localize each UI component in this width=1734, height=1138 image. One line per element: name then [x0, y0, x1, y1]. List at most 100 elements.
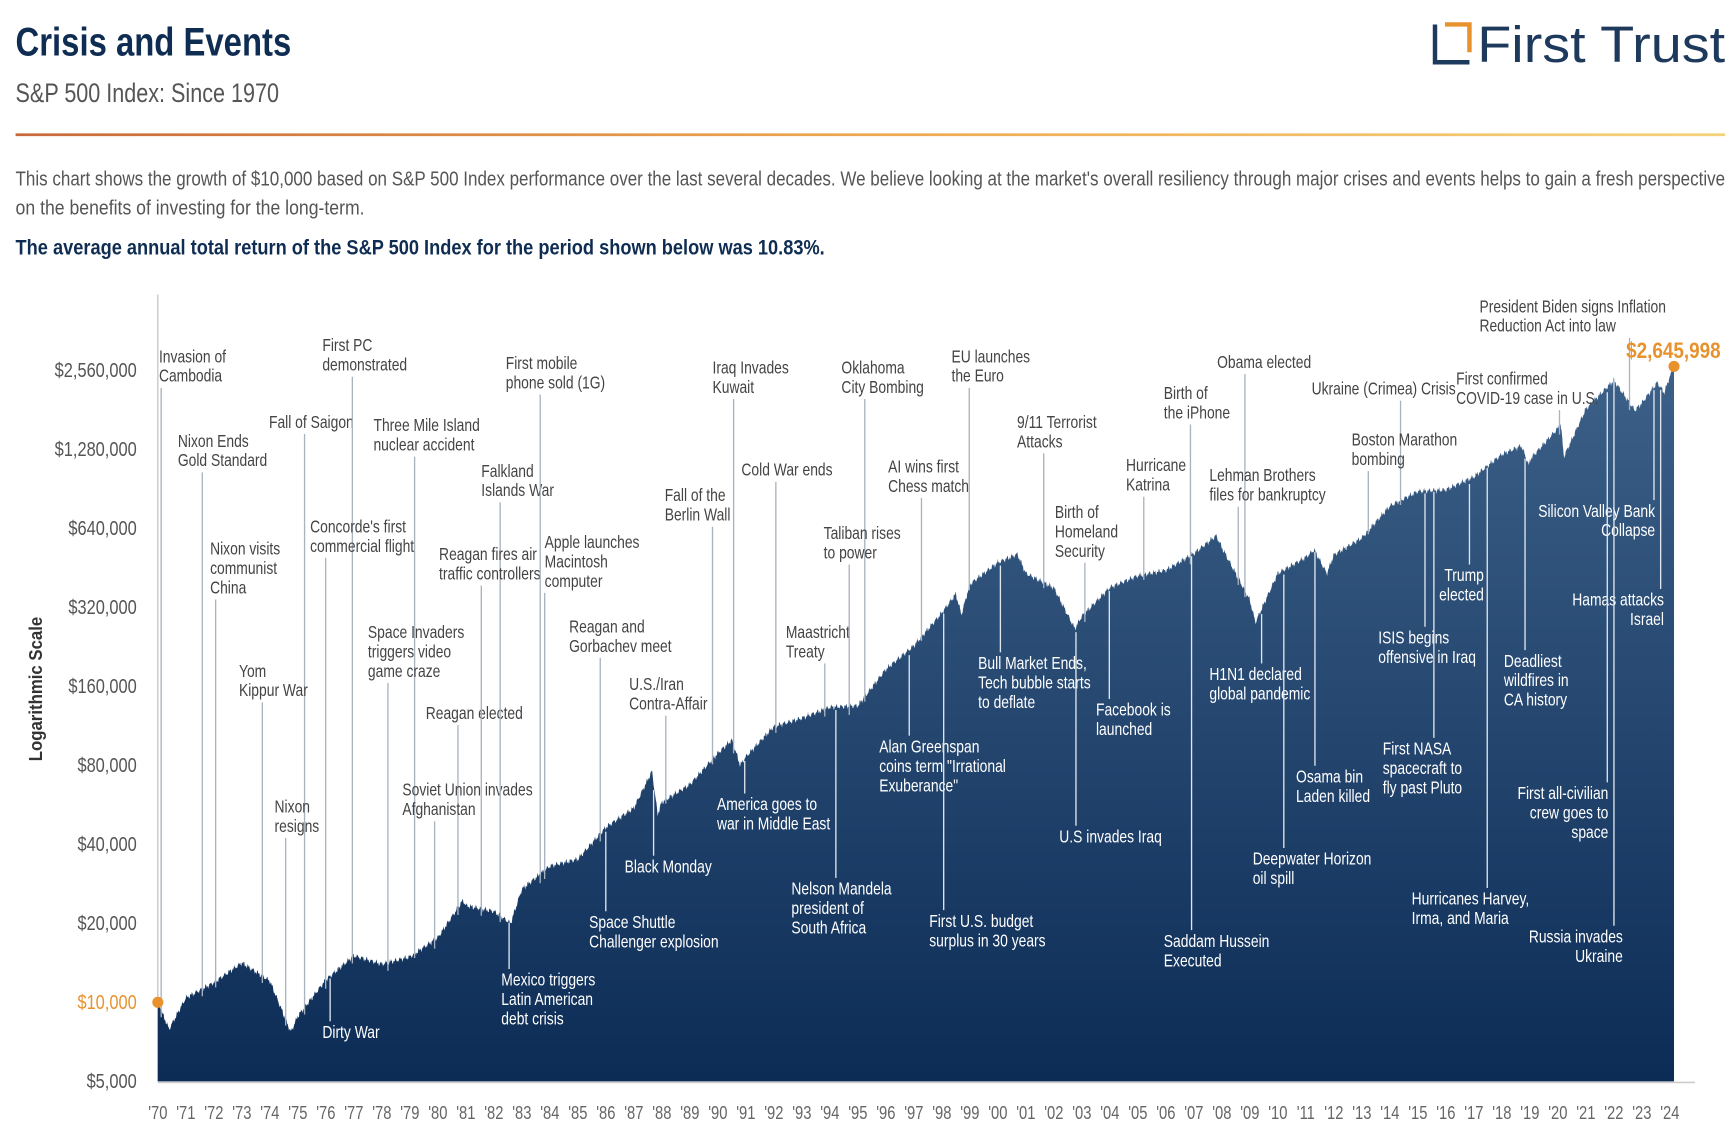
x-tick-label: '74: [260, 1102, 279, 1123]
x-tick-label: '11: [1297, 1102, 1315, 1123]
x-tick-label: '70: [148, 1102, 167, 1123]
annotation-text: Contra-Affair: [629, 695, 708, 714]
x-tick-label: '01: [1016, 1102, 1035, 1123]
annotation-text: Oklahoma: [841, 359, 904, 378]
y-tick-label: $160,000: [68, 674, 136, 697]
annotation-text: Lehman Brothers: [1209, 467, 1315, 486]
annotation-text: launched: [1096, 721, 1152, 740]
annotation-text: Fall of Saigon: [269, 413, 354, 432]
annotation-text: demonstrated: [322, 356, 407, 375]
annotation-text: crew goes to: [1530, 804, 1609, 823]
annotation-text: Trump: [1444, 567, 1484, 586]
annotation-text: Fall of the: [665, 487, 726, 506]
annotation-text: Concorde's first: [310, 518, 406, 537]
y-tick-label: $80,000: [77, 753, 136, 776]
x-tick-label: '03: [1072, 1102, 1091, 1123]
y-tick-label: $320,000: [68, 595, 136, 618]
annotation-text: Bull Market Ends,: [978, 655, 1087, 674]
annotation-text: Afghanistan: [402, 801, 475, 820]
annotation-text: Hurricanes Harvey,: [1412, 890, 1530, 909]
y-tick-label: $1,280,000: [55, 437, 137, 460]
x-tick-label: '07: [1184, 1102, 1203, 1123]
annotation-text: Russia invades: [1529, 928, 1623, 947]
annotation-text: resigns: [275, 817, 320, 836]
x-tick-label: '89: [680, 1102, 699, 1123]
x-tick-label: '80: [428, 1102, 447, 1123]
x-axis-ticks: '70 '71 '72 '73 '74 '75 '76 '77 '78 '79 '80 '81 '82 '…: [148, 1102, 1679, 1123]
y-tick-label: $640,000: [68, 516, 136, 539]
end-value-marker: [1668, 360, 1680, 372]
annotation-text: China: [210, 579, 246, 598]
annotation-text: Israel: [1630, 611, 1664, 630]
annotation-text: Mexico triggers: [501, 971, 595, 990]
annotation-text: war in Middle East: [716, 815, 831, 834]
logo-text: First Trust: [1477, 16, 1725, 73]
event-annotation: Fall of Saigon: [269, 413, 354, 1015]
x-tick-label: '84: [540, 1102, 559, 1123]
annotation-text: Apple launches: [545, 533, 640, 552]
annotation-text: to deflate: [978, 693, 1035, 712]
x-tick-label: '10: [1268, 1102, 1287, 1123]
x-tick-label: '96: [876, 1102, 895, 1123]
annotation-text: Deadliest: [1504, 652, 1562, 671]
annotation-text: ISIS begins: [1378, 629, 1449, 648]
x-tick-label: '24: [1660, 1102, 1679, 1123]
annotation-text: Security: [1055, 542, 1105, 561]
annotation-text: communist: [210, 560, 278, 579]
y-axis-label: Logarithmic Scale: [26, 617, 47, 761]
annotation-text: Nixon Ends: [178, 432, 249, 451]
annotation-text: the Euro: [951, 367, 1004, 386]
annotation-text: Exuberance": [879, 777, 958, 796]
annotation-text: Latin American: [501, 991, 593, 1010]
x-tick-label: '73: [232, 1102, 251, 1123]
x-tick-label: '71: [176, 1102, 195, 1123]
annotation-text: Katrina: [1126, 476, 1170, 495]
annotation-text: debt crisis: [501, 1010, 563, 1029]
y-tick-label: $10,000: [77, 990, 136, 1013]
x-tick-label: '20: [1548, 1102, 1567, 1123]
annotation-text: global pandemic: [1209, 685, 1310, 704]
annotation-text: Nixon: [275, 798, 310, 817]
event-annotation: Ukraine (Crimea) Crisis: [1312, 380, 1456, 505]
annotation-text: commercial flight: [310, 537, 415, 556]
first-trust-logo: First Trust: [1432, 16, 1725, 73]
annotation-text: U.S invades Iraq: [1059, 828, 1161, 847]
annotation-text: Iraq Invades: [712, 359, 788, 378]
annotation-text: triggers video: [368, 643, 451, 662]
annotation-text: President Biden signs Inflation: [1479, 298, 1666, 317]
annotation-text: elected: [1439, 586, 1484, 605]
x-tick-label: '76: [316, 1102, 335, 1123]
event-annotation: Reagan elected: [426, 705, 523, 916]
x-tick-label: '99: [960, 1102, 979, 1123]
annotation-text: Falkland: [481, 462, 533, 481]
annotation-text: space: [1571, 823, 1608, 842]
annotation-text: spacecraft to: [1383, 760, 1462, 779]
annotation-text: First NASA: [1383, 740, 1452, 759]
annotation-text: South Africa: [791, 919, 866, 938]
annotation-text: offensive in Iraq: [1378, 648, 1476, 667]
annotation-text: Macintosh: [545, 553, 608, 572]
annotation-text: AI wins first: [888, 458, 959, 477]
description-line-1: This chart shows the growth of $10,000 b…: [16, 169, 1726, 191]
